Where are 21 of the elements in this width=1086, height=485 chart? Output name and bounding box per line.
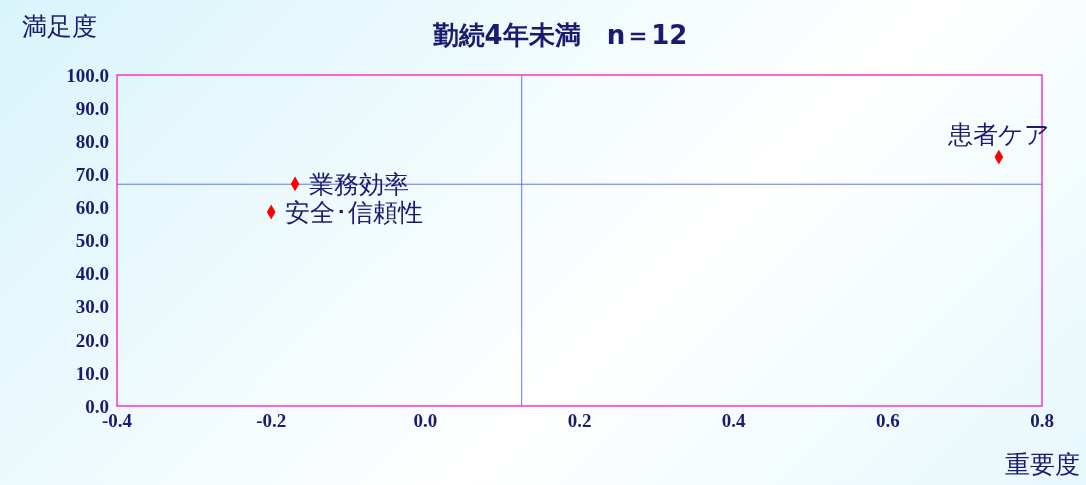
y-tick-label: 10.0 xyxy=(75,362,109,384)
y-tick-label: 70.0 xyxy=(75,164,109,186)
annotation: 安全･信頼性 xyxy=(285,197,424,227)
annotation: 業務効率 xyxy=(309,169,410,199)
x-tick-label: 0.2 xyxy=(567,410,592,432)
y-tick-label: 40.0 xyxy=(75,263,109,285)
y-tick-label: 50.0 xyxy=(75,230,109,252)
y-tick-label: 30.0 xyxy=(75,296,109,318)
x-tick-label: 0.4 xyxy=(721,410,747,432)
y-tick-label: 80.0 xyxy=(75,130,109,152)
x-tick-label: -0.2 xyxy=(256,410,287,432)
x-axis-title: 重要度 xyxy=(1005,449,1080,481)
y-tick-label: 20.0 xyxy=(75,329,109,351)
y-tick-label: 100.0 xyxy=(66,64,109,86)
chart-title: 勤続4年未満 n＝12 xyxy=(432,20,688,50)
y-tick-label: 90.0 xyxy=(75,97,109,119)
x-tick-label: 0.0 xyxy=(413,410,438,432)
y-tick-label: 60.0 xyxy=(75,197,109,219)
y-axis-title: 満足度 xyxy=(22,11,97,43)
x-tick-label: 0.8 xyxy=(1030,410,1054,432)
x-tick-label: 0.6 xyxy=(875,410,900,432)
